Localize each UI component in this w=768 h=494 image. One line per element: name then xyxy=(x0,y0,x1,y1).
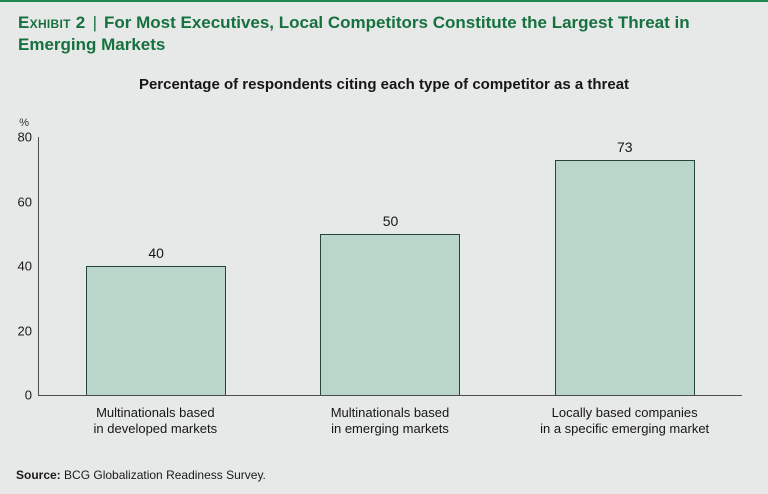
category-label: Locally based companies in a specific em… xyxy=(540,405,710,437)
bar-value-label: 73 xyxy=(617,138,633,155)
y-tick-label: 0 xyxy=(24,387,32,403)
bar-0: 40 xyxy=(86,245,227,396)
top-green-rule xyxy=(0,0,768,2)
chart-subtitle: Percentage of respondents citing each ty… xyxy=(138,76,630,94)
y-axis-unit-label: % xyxy=(19,117,29,130)
exhibit-title: Exhibit 2 | For Most Executives, Local Com… xyxy=(18,12,718,56)
y-tick-label: 60 xyxy=(17,194,32,210)
bar-value-label: 50 xyxy=(382,212,399,229)
source-note: Source: BCG Globalization Readiness Surv… xyxy=(16,468,266,482)
bar-column: 73 xyxy=(508,137,742,396)
bar-2: 73 xyxy=(554,139,695,396)
y-tick-label: 40 xyxy=(17,258,32,274)
bar-1: 50 xyxy=(320,213,461,396)
category-label: Multinationals based in emerging markets xyxy=(330,405,450,437)
source-label: Source: xyxy=(16,468,61,482)
bar-column: 40 xyxy=(39,137,273,396)
exhibit-number: Exhibit 2 xyxy=(18,13,86,32)
y-tick-label: 80 xyxy=(17,129,32,145)
title-divider: | xyxy=(92,13,97,32)
plot-area: % 0 20 40 60 80 40 50 73 xyxy=(18,117,742,403)
y-tick-label: 20 xyxy=(17,323,32,339)
category-row: Multinationals based in developed market… xyxy=(38,396,742,438)
exhibit-headline: For Most Executives, Local Competitors C… xyxy=(18,13,690,55)
source-text: BCG Globalization Readiness Survey. xyxy=(60,468,266,482)
chart: % 0 20 40 60 80 40 50 73 Multinationals based i… xyxy=(10,117,742,438)
bar-value-label: 40 xyxy=(148,245,164,262)
category-label: Multinationals based in developed market… xyxy=(93,405,218,437)
bar-column: 50 xyxy=(273,137,507,396)
